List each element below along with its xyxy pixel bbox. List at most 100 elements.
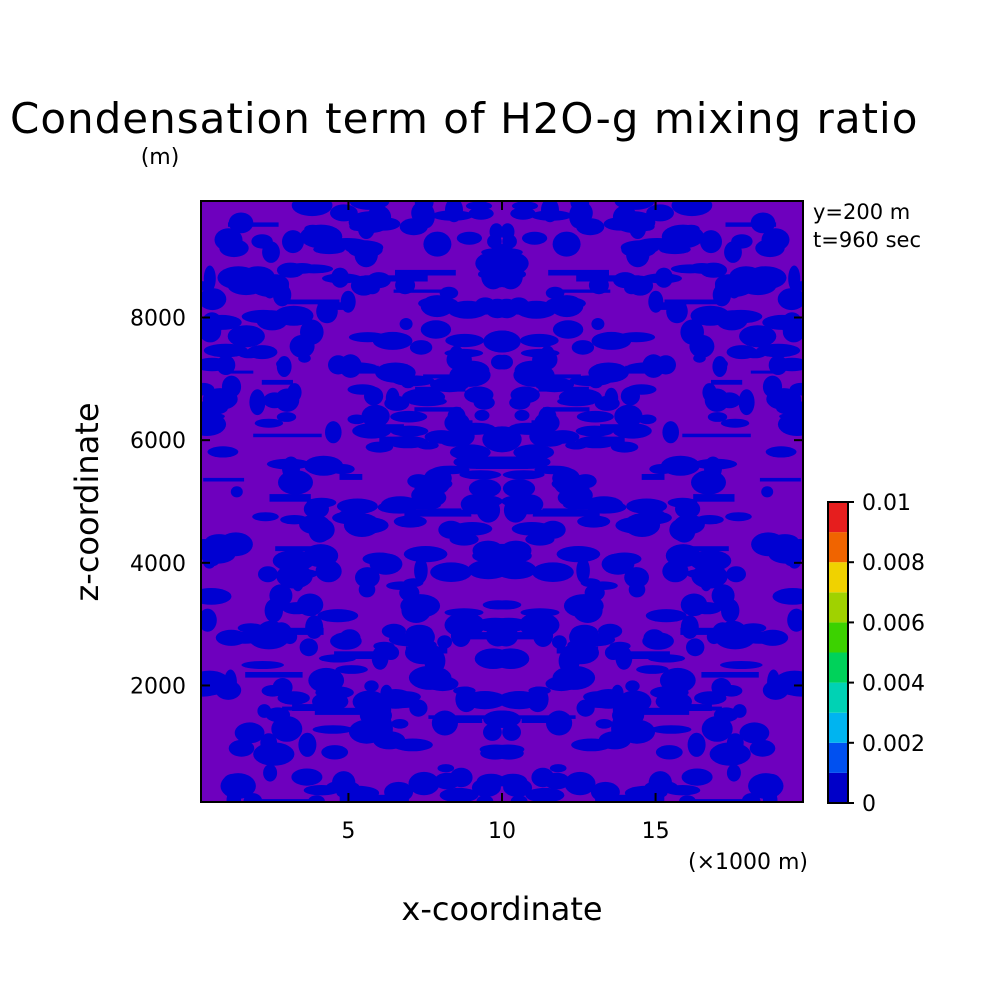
field-band: [680, 627, 725, 635]
field-blob: [595, 719, 613, 729]
field-blob: [299, 638, 318, 657]
field-blob: [783, 547, 798, 567]
field-blob: [456, 231, 482, 245]
field-band: [458, 456, 523, 465]
field-blob: [455, 686, 478, 713]
field-blob: [725, 512, 752, 522]
field-band: [423, 374, 452, 379]
field-blob: [525, 533, 555, 546]
field-blob: [496, 261, 521, 281]
field-blob: [276, 412, 297, 422]
field-band: [427, 508, 462, 515]
field-band: [552, 374, 581, 379]
colorbar-tick-label: 0.006: [862, 611, 925, 636]
field-blob: [332, 771, 356, 795]
field-blob: [201, 588, 232, 605]
field-band: [621, 651, 670, 659]
field-blob: [520, 348, 560, 358]
colorbar-segment: [828, 622, 848, 653]
field-blob: [420, 295, 454, 318]
field-blob: [671, 201, 713, 217]
field-blob: [761, 773, 781, 791]
field-blob: [577, 515, 611, 528]
y-tick-label: 2000: [130, 675, 186, 700]
field-blob: [256, 310, 288, 331]
field-blob: [586, 697, 620, 708]
field-blob: [434, 772, 461, 790]
field-blob: [556, 546, 601, 563]
field-blob: [545, 676, 578, 692]
field-band: [203, 477, 245, 482]
field-blob: [308, 795, 325, 802]
field-band: [531, 420, 555, 428]
field-blob: [650, 725, 692, 734]
field-blob: [201, 677, 222, 697]
field-blob: [774, 357, 803, 372]
field-blob: [571, 738, 612, 752]
field-blob: [740, 623, 767, 633]
field-blob: [344, 240, 384, 255]
field-blob: [500, 540, 532, 561]
field-blob: [223, 273, 264, 285]
field-blob: [444, 348, 484, 358]
field-blob: [348, 211, 391, 234]
field-band: [548, 269, 609, 276]
field-blob: [321, 745, 349, 760]
field-band: [759, 477, 801, 482]
field-blob: [359, 704, 392, 727]
field-blob: [607, 552, 642, 566]
field-blob: [252, 512, 279, 522]
field-blob: [624, 567, 649, 588]
field-band: [261, 379, 293, 385]
field-band: [287, 603, 316, 609]
colorbar-segment: [828, 742, 848, 773]
field-band: [395, 269, 456, 276]
field-blob: [201, 288, 227, 311]
field-band: [282, 299, 340, 305]
field-blob: [335, 665, 368, 674]
x-axis-label: x-coordinate: [401, 890, 602, 928]
field-blob: [508, 297, 530, 315]
field-blob: [716, 310, 748, 331]
field-blob: [384, 697, 418, 708]
field-blob: [502, 723, 521, 741]
field-blob: [364, 282, 380, 295]
field-blob: [525, 362, 543, 384]
field-blob: [339, 354, 362, 378]
field-blob: [762, 314, 802, 330]
colorbar-tick-label: 0: [862, 792, 876, 817]
colorbar-frame: [827, 501, 849, 804]
field-blob: [624, 282, 640, 295]
field-blob: [399, 318, 413, 330]
field-blob: [449, 533, 479, 546]
field-blob: [679, 795, 696, 802]
colorbar-segment: [828, 502, 848, 533]
field-blob: [424, 430, 458, 444]
field-band: [694, 799, 752, 802]
field-blob: [529, 426, 554, 447]
field-blob: [392, 738, 433, 752]
field-blob: [474, 409, 490, 421]
field-blob: [251, 234, 273, 249]
field-blob: [680, 319, 704, 345]
field-band: [279, 627, 324, 635]
field-blob: [380, 496, 420, 514]
field-blob: [720, 418, 750, 428]
field-blob: [336, 498, 378, 514]
field-blob: [767, 669, 780, 696]
field-band: [693, 494, 735, 502]
field-band: [269, 494, 311, 502]
field-band: [221, 370, 254, 374]
x-tick-labels: 5 10 15: [341, 819, 669, 844]
field-blob: [282, 230, 304, 254]
y-tick-label: 6000: [130, 429, 186, 454]
field-blob: [437, 764, 455, 773]
field-blob: [298, 353, 311, 363]
field-blob: [201, 281, 212, 291]
field-blob: [681, 768, 713, 786]
x-tick-label: 5: [341, 819, 355, 844]
field-blob: [437, 635, 452, 649]
field-blob: [381, 623, 406, 639]
field-blob: [476, 795, 494, 802]
field-blob: [625, 680, 640, 692]
